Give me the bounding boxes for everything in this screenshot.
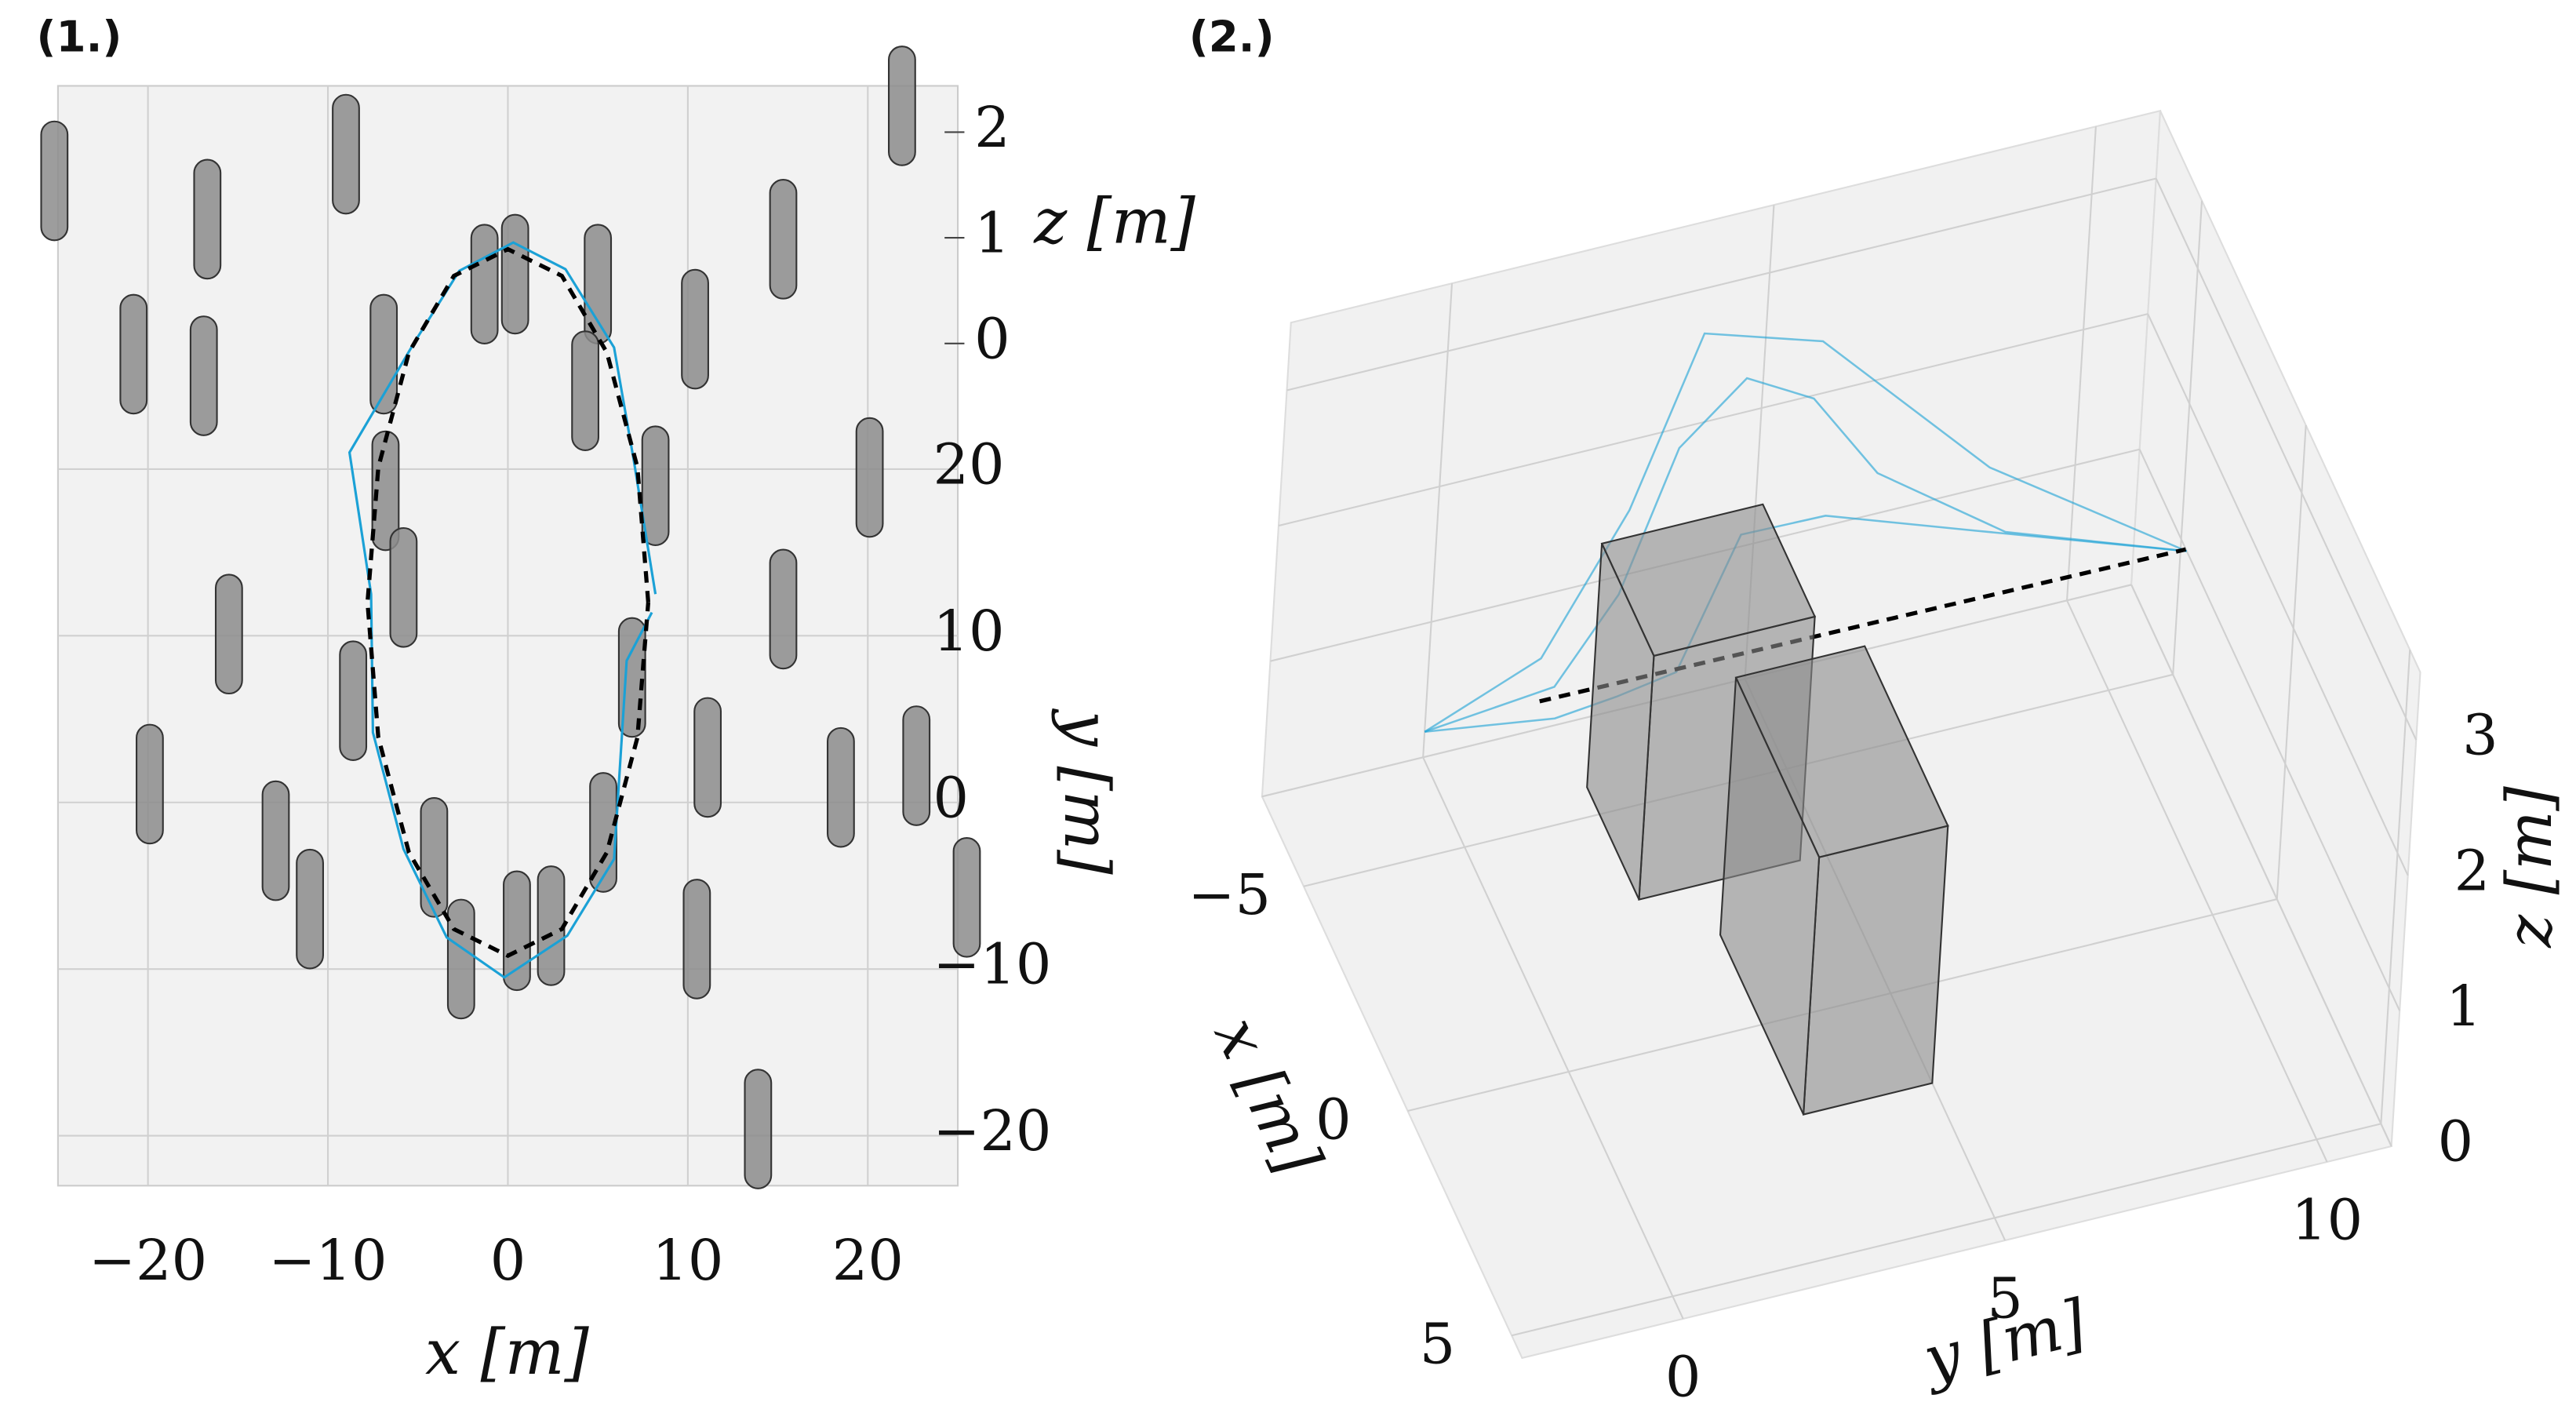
x-axis-label: x [m] bbox=[425, 1316, 590, 1389]
grid-line bbox=[2276, 424, 2307, 900]
obstacle bbox=[261, 780, 290, 901]
obstacle bbox=[682, 879, 711, 1000]
z-tick-label: 0 bbox=[974, 306, 1010, 371]
x-tick-label: −5 bbox=[1188, 862, 1271, 927]
grid-line bbox=[2130, 584, 2392, 1147]
trajectory bbox=[1424, 377, 2187, 733]
grid-line bbox=[2172, 200, 2203, 675]
obstacle bbox=[744, 1069, 773, 1189]
obstacle bbox=[503, 870, 531, 992]
obstacle bbox=[952, 836, 981, 958]
obstacle bbox=[193, 158, 222, 280]
y-tick-label: 10 bbox=[2291, 1187, 2363, 1252]
z-tick-label: 2 bbox=[974, 95, 1010, 160]
grid-line bbox=[1422, 283, 1454, 758]
obstacle bbox=[537, 865, 566, 986]
panel-label: (2.) bbox=[1189, 12, 1275, 62]
y-tick-label: 20 bbox=[933, 432, 1004, 497]
obstacle-face bbox=[1586, 543, 1655, 901]
trajectory bbox=[347, 241, 657, 979]
x-tick-label: 5 bbox=[1420, 1312, 1456, 1377]
x-tick-label: −10 bbox=[269, 1228, 387, 1293]
obstacle-face bbox=[1719, 677, 1821, 1115]
x-tick-label: 20 bbox=[832, 1228, 904, 1293]
obstacle bbox=[470, 224, 499, 345]
x-tick-label: 0 bbox=[1315, 1087, 1352, 1152]
grid-line bbox=[2138, 449, 2401, 1011]
grid-line bbox=[2380, 650, 2411, 1124]
z-tick-label: 1 bbox=[2446, 974, 2482, 1039]
z-tick-label: 1 bbox=[974, 201, 1010, 266]
obstacle bbox=[571, 330, 600, 451]
obstacle bbox=[332, 93, 360, 215]
z-axis-label: z [m] bbox=[1033, 184, 1196, 257]
obstacle bbox=[693, 697, 722, 818]
obstacle bbox=[902, 705, 931, 826]
x-tick-label: −20 bbox=[89, 1228, 207, 1293]
obstacle-face bbox=[1802, 825, 1949, 1116]
obstacle bbox=[189, 315, 218, 436]
obstacle bbox=[641, 425, 670, 547]
y-tick-label: 0 bbox=[1665, 1344, 1701, 1402]
obstacle bbox=[584, 224, 613, 345]
grid-line bbox=[2066, 599, 2328, 1163]
grid-line bbox=[2147, 313, 2409, 876]
z-tick-label: 3 bbox=[2462, 703, 2498, 768]
obstacle bbox=[446, 898, 475, 1020]
obstacle bbox=[40, 120, 69, 242]
y-tick-label: −10 bbox=[933, 932, 1051, 997]
obstacle bbox=[500, 213, 529, 335]
obstacle bbox=[681, 268, 709, 390]
y-tick-label: 0 bbox=[933, 765, 969, 830]
grid-line bbox=[2155, 178, 2418, 741]
trajectory bbox=[1424, 332, 2188, 733]
grid-line bbox=[1286, 177, 2156, 391]
z-tick-label: 2 bbox=[2454, 838, 2490, 903]
obstacle bbox=[827, 726, 855, 848]
obstacle bbox=[769, 179, 798, 300]
y-tick-label: −20 bbox=[933, 1098, 1051, 1163]
obstacle bbox=[888, 46, 916, 166]
grid-line bbox=[1422, 756, 1684, 1320]
obstacle bbox=[389, 526, 418, 648]
grid-line bbox=[2066, 126, 2097, 601]
x-tick-label: 0 bbox=[490, 1228, 526, 1293]
z-tick-label: 0 bbox=[2438, 1109, 2474, 1174]
y-axis-label: y [m] bbox=[1050, 708, 1123, 876]
obstacle bbox=[339, 640, 368, 762]
panel-label: (1.) bbox=[37, 12, 122, 62]
obstacle bbox=[855, 417, 884, 538]
z-axis-label: z [m] bbox=[2493, 785, 2566, 949]
y-tick-label: 5 bbox=[1987, 1265, 2023, 1331]
y-tick-label: 10 bbox=[933, 599, 1004, 664]
obstacle bbox=[136, 723, 164, 845]
grid-line bbox=[1511, 1123, 2381, 1337]
grid-line bbox=[1278, 313, 2148, 527]
obstacle bbox=[296, 848, 324, 970]
obstacle bbox=[769, 548, 798, 670]
obstacle bbox=[214, 574, 243, 695]
x-tick-label: 10 bbox=[652, 1228, 723, 1293]
obstacle bbox=[119, 293, 148, 415]
